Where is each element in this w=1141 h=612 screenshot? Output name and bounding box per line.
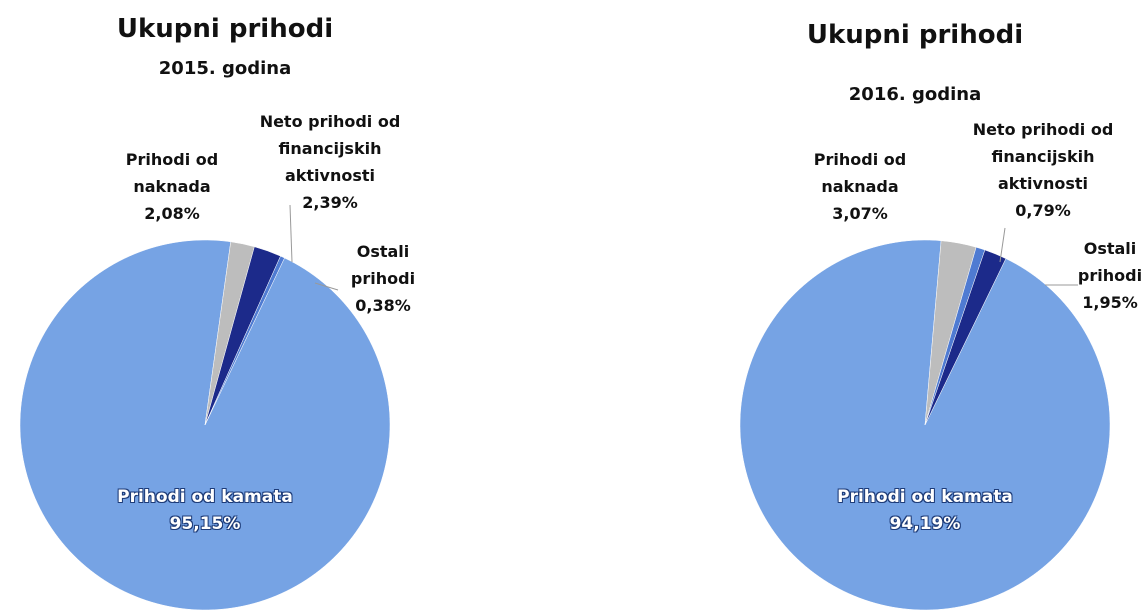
leader-line <box>999 227 1006 263</box>
slice-label: Prihodi od kamata 95,15% <box>105 484 305 538</box>
chart-title: Ukupni prihodi <box>116 14 334 44</box>
category-label: Ostali prihodi <box>350 242 416 288</box>
slice-label: Prihodi od kamata 94,19% <box>825 484 1025 538</box>
slice-label: Neto prihodi od financijskih aktivnosti 0… <box>948 116 1138 224</box>
chart-subtitle: 2016. godina <box>848 84 982 105</box>
chart-subtitle: 2015. godina <box>158 58 292 79</box>
pie-slice <box>204 255 285 426</box>
value-label: 2,39% <box>302 193 358 212</box>
category-label: Prihodi od kamata <box>117 487 293 507</box>
category-label: Prihodi od naknada <box>813 150 907 196</box>
leader-line <box>289 204 293 263</box>
value-label: 1,95% <box>1082 293 1138 312</box>
slice-label: Prihodi od naknada 2,08% <box>112 146 232 227</box>
slice-label: Ostali prihodi 0,38% <box>343 238 423 319</box>
value-label: 3,07% <box>832 204 888 223</box>
category-label: Neto prihodi od financijskih aktivnosti <box>259 112 401 185</box>
value-label: 94,19% <box>889 514 961 534</box>
category-label: Neto prihodi od financijskih aktivnosti <box>972 120 1114 193</box>
pie-slice <box>739 239 1111 611</box>
leader-line <box>314 282 339 291</box>
category-label: Ostali prihodi <box>1077 239 1141 285</box>
value-label: 0,38% <box>355 296 411 315</box>
pie-slice <box>924 249 1007 426</box>
slice-label: Neto prihodi od financijskih aktivnosti 2… <box>235 108 425 216</box>
value-label: 95,15% <box>169 514 241 534</box>
chart-title: Ukupni prihodi <box>806 20 1024 50</box>
value-label: 0,79% <box>1015 201 1071 220</box>
slice-label: Ostali prihodi 1,95% <box>1070 235 1141 316</box>
value-label: 2,08% <box>144 204 200 223</box>
slice-label: Prihodi od naknada 3,07% <box>800 146 920 227</box>
category-label: Prihodi od kamata <box>837 487 1013 507</box>
category-label: Prihodi od naknada <box>125 150 219 196</box>
